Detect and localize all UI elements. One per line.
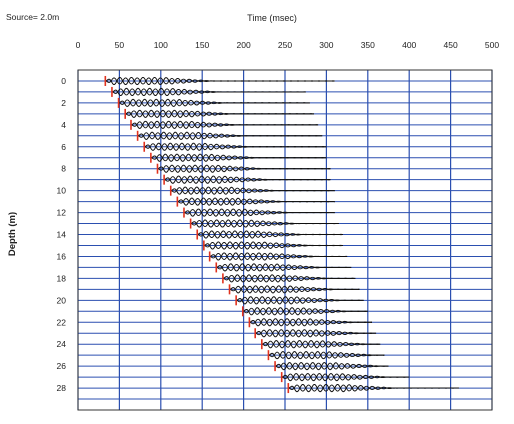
x-tick-label: 300 xyxy=(319,40,333,50)
waveform-trace xyxy=(249,318,372,327)
waveform-trace-mirror xyxy=(150,154,327,162)
waveform-trace-mirror xyxy=(288,384,459,392)
source-annotation: Source= 2.0m xyxy=(6,12,59,22)
waveform-trace-mirror xyxy=(118,99,310,107)
y-tick-label: 10 xyxy=(57,186,67,196)
waveform-trace-mirror xyxy=(209,253,348,260)
x-tick-label: 100 xyxy=(154,40,168,50)
x-axis-title: Time (msec) xyxy=(247,13,297,23)
y-tick-label: 0 xyxy=(61,76,66,86)
waveform-trace-mirror xyxy=(216,263,352,271)
waveform-trace-mirror xyxy=(268,351,385,359)
y-tick-label: 18 xyxy=(57,273,67,283)
first-arrival-picks xyxy=(104,75,290,394)
x-tick-label: 200 xyxy=(237,40,251,50)
x-tick-label: 500 xyxy=(485,40,499,50)
waveform-trace-mirror xyxy=(261,340,381,348)
y-tick-label: 28 xyxy=(57,383,67,393)
waveform-trace-mirror xyxy=(281,373,410,381)
plot-frame xyxy=(77,69,493,411)
y-tick-label: 4 xyxy=(61,120,66,130)
y-tick-label: 12 xyxy=(57,208,67,218)
waveform-trace-mirror xyxy=(130,121,319,129)
grid-layer xyxy=(77,69,493,411)
waveform-trace-mirror xyxy=(144,143,327,151)
y-tick-label: 20 xyxy=(57,295,67,305)
x-tick-labels: 0 50 100 150 200 250 300 350 400 450 500 xyxy=(76,40,500,50)
y-tick-label: 22 xyxy=(57,317,67,327)
y-tick-label: 14 xyxy=(57,230,67,240)
y-tick-label: 8 xyxy=(61,164,66,174)
x-tick-label: 0 xyxy=(76,40,81,50)
x-tick-label: 400 xyxy=(402,40,416,50)
waveform-traces xyxy=(105,76,459,393)
waveform-trace-mirror xyxy=(164,176,331,184)
y-tick-label: 6 xyxy=(61,142,66,152)
waveform-trace-mirror xyxy=(242,307,368,315)
waveform-trace-mirror xyxy=(236,296,364,304)
y-axis-title: Depth (m) xyxy=(7,212,18,256)
x-tick-label: 50 xyxy=(115,40,125,50)
waveform-trace-mirror xyxy=(222,274,356,282)
x-tick-label: 150 xyxy=(195,40,209,50)
waveform-trace-mirror xyxy=(177,198,335,206)
waveform-trace-mirror xyxy=(274,362,389,370)
x-tick-label: 450 xyxy=(444,40,458,50)
x-tick-label: 350 xyxy=(361,40,375,50)
waveform-trace-mirror xyxy=(183,209,335,217)
x-tick-label: 250 xyxy=(278,40,292,50)
waveform-trace xyxy=(255,329,377,338)
waveform-trace-mirror xyxy=(249,318,372,326)
waveform-trace-mirror xyxy=(197,231,343,238)
y-tick-label: 24 xyxy=(57,339,67,349)
waveform-trace-mirror xyxy=(255,329,377,337)
waveform-trace-mirror xyxy=(137,132,323,140)
waveform-trace xyxy=(274,362,389,371)
y-tick-label: 16 xyxy=(57,251,67,261)
waveform-trace-mirror xyxy=(111,88,306,96)
y-tick-label: 2 xyxy=(61,98,66,108)
y-tick-label: 26 xyxy=(57,361,67,371)
